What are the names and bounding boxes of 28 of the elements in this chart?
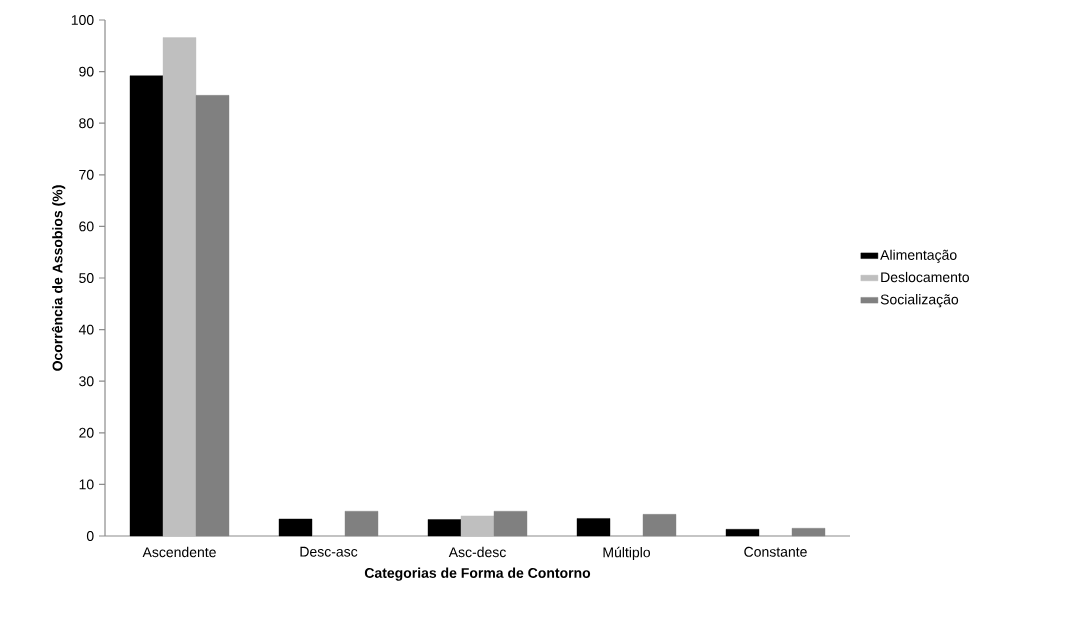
x-tick-label: Constante	[744, 546, 807, 557]
y-tick-label: 30	[79, 376, 94, 387]
bar	[278, 518, 313, 537]
y-tick-label: 80	[79, 118, 94, 129]
x-tick-label: Asc-desc	[448, 546, 506, 558]
y-tick-label: 70	[79, 169, 94, 180]
bar	[725, 529, 760, 537]
legend-label: Deslocamento	[881, 271, 970, 283]
x-tick-label: Ascendente	[142, 546, 216, 558]
y-tick-label: 50	[79, 273, 94, 283]
bar	[162, 37, 197, 537]
y-tick-label: 40	[78, 324, 94, 335]
y-tick-label: 100	[71, 15, 94, 25]
x-axis-title: Categorias de Forma de Contorno	[364, 567, 591, 581]
y-tick-label: 10	[79, 479, 94, 490]
x-tick-label: Desc-asc	[300, 546, 358, 557]
legend-label: Alimentação	[880, 249, 957, 263]
bar	[576, 518, 611, 537]
bar	[427, 519, 462, 537]
y-tick-label: 0	[86, 531, 94, 541]
legend-label: Socialização	[880, 294, 959, 308]
bar	[460, 515, 495, 537]
y-tick-label: 20	[79, 427, 94, 438]
bar	[129, 75, 164, 537]
y-tick-label: 60	[79, 221, 94, 232]
y-axis-title: Ocorrência de Assobios (%)	[51, 185, 66, 371]
y-tick-label: 90	[79, 66, 94, 77]
x-tick-label: Múltiplo	[603, 546, 651, 561]
